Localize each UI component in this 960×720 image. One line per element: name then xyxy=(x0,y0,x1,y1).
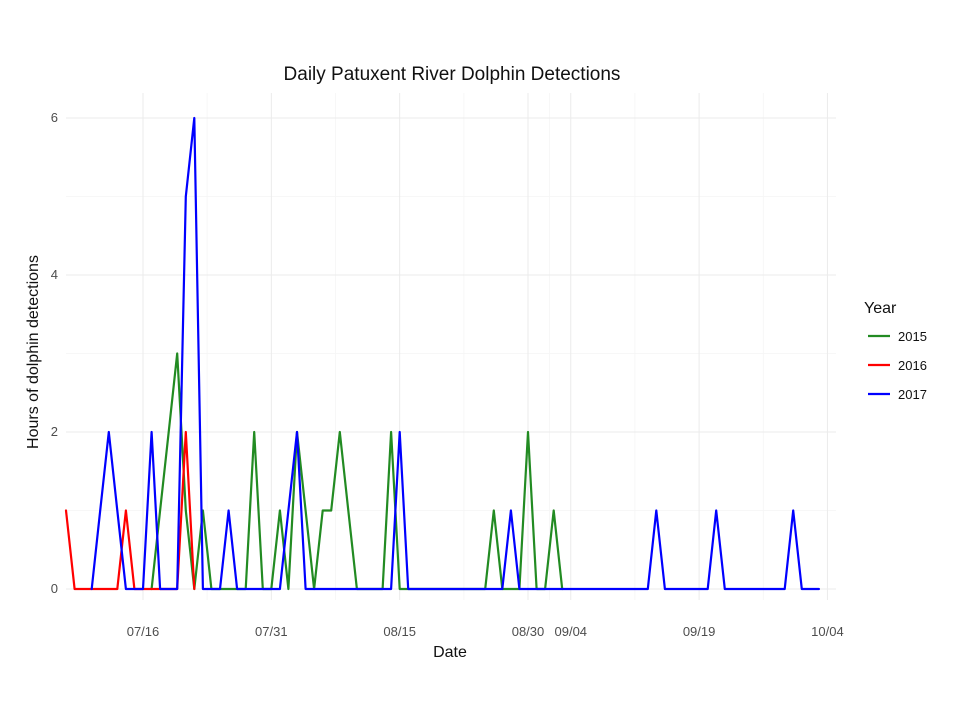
x-axis-label: Date xyxy=(433,644,467,661)
y-tick-label: 6 xyxy=(51,110,58,125)
series-line-2015 xyxy=(150,352,564,591)
x-tick-label: 08/30 xyxy=(512,624,545,639)
x-tick-label: 09/19 xyxy=(683,624,716,639)
legend-label-2016: 2016 xyxy=(898,358,927,373)
x-tick-label: 10/04 xyxy=(811,624,844,639)
legend: Year 2015 2016 2017 xyxy=(864,300,927,402)
x-tick-label: 09/04 xyxy=(555,624,588,639)
y-axis-label: Hours of dolphin detections xyxy=(25,255,42,449)
x-tick-label: 08/15 xyxy=(383,624,416,639)
series-line-2017 xyxy=(90,116,821,591)
chart-title: Daily Patuxent River Dolphin Detections xyxy=(284,64,621,85)
y-tick-label: 0 xyxy=(51,581,58,596)
y-axis-ticks: 0 2 4 6 xyxy=(51,110,58,596)
x-axis-ticks: 07/16 07/31 08/15 08/30 09/04 09/19 10/04 xyxy=(127,624,844,639)
x-tick-label: 07/31 xyxy=(255,624,288,639)
legend-label-2017: 2017 xyxy=(898,387,927,402)
series-group xyxy=(64,116,821,591)
grid xyxy=(66,93,836,600)
legend-label-2015: 2015 xyxy=(898,329,927,344)
y-tick-label: 4 xyxy=(51,267,58,282)
x-tick-label: 07/16 xyxy=(127,624,160,639)
legend-items: 2015 2016 2017 xyxy=(868,329,927,402)
legend-title: Year xyxy=(864,300,897,317)
series-line-2016 xyxy=(64,430,196,591)
y-tick-label: 2 xyxy=(51,424,58,439)
